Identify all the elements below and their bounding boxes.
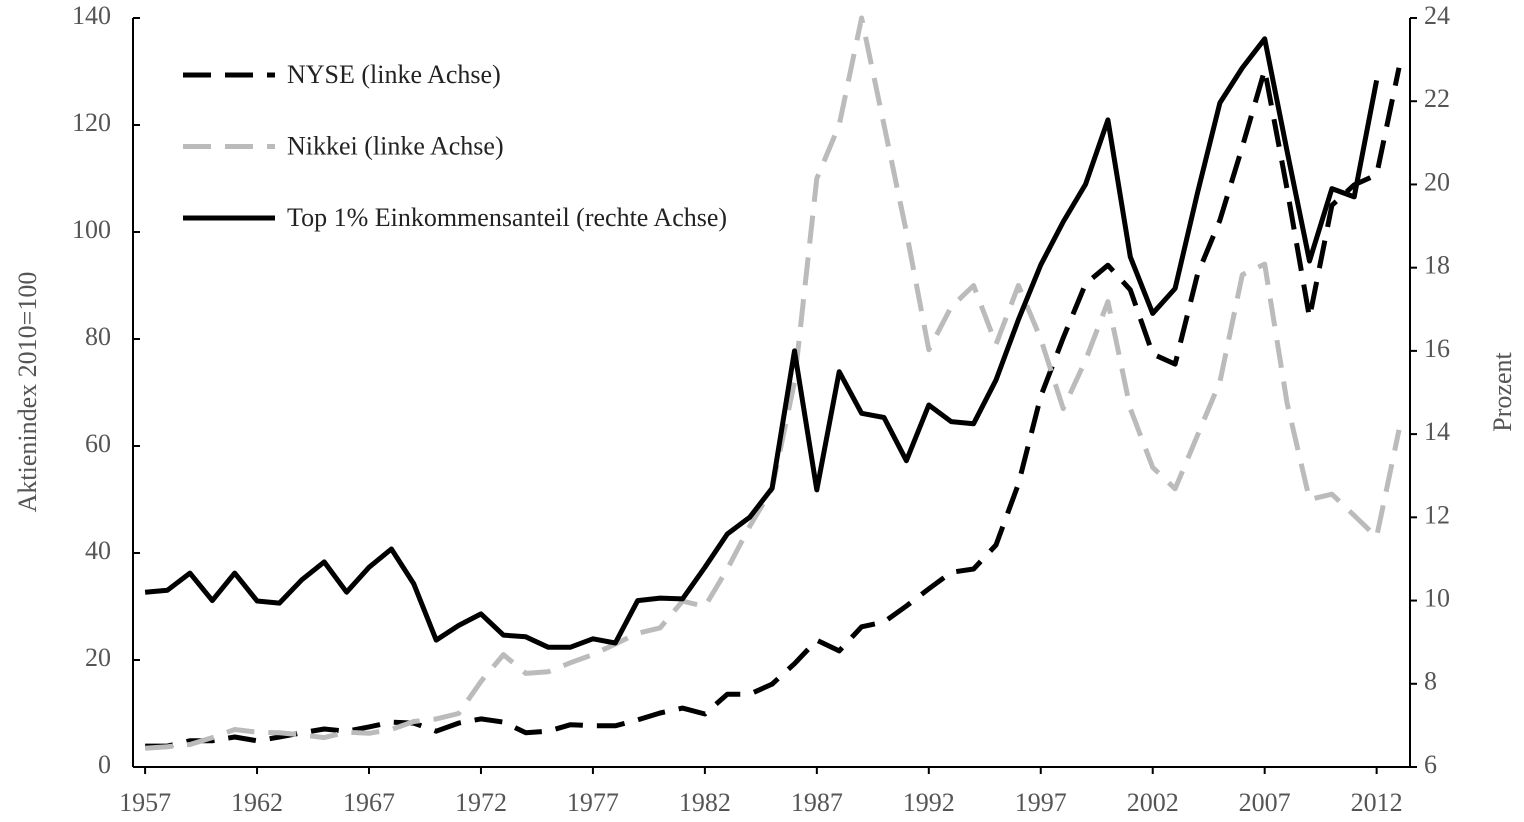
series-line: [144, 36, 1380, 650]
y2-tick-label: 16: [1424, 334, 1450, 363]
y2-tick-label: 12: [1424, 500, 1450, 529]
y-tick-label: 0: [98, 750, 111, 779]
x-tick-label: 1992: [903, 788, 955, 817]
x-tick-label: 1977: [567, 788, 619, 817]
x-tick-label: 2007: [1239, 788, 1291, 817]
x-tick-label: 2002: [1127, 788, 1179, 817]
y-axis-label: Aktienindex 2010=100: [13, 272, 42, 513]
y2-tick-label: 10: [1424, 584, 1450, 613]
y2-tick-label: 20: [1424, 167, 1450, 196]
y-tick-label: 20: [85, 643, 111, 672]
y-tick-label: 80: [85, 322, 111, 351]
y-tick-label: 40: [85, 536, 111, 565]
y-tick-label: 140: [72, 1, 111, 30]
x-tick-label: 1957: [119, 788, 171, 817]
x-tick-label: 2012: [1351, 788, 1403, 817]
legend-label: Top 1% Einkommensanteil (rechte Achse): [287, 203, 727, 232]
legend-label: NYSE (linke Achse): [287, 60, 501, 89]
x-tick-label: 1962: [231, 788, 283, 817]
y2-tick-label: 14: [1424, 417, 1450, 446]
y-tick-label: 60: [85, 429, 111, 458]
y2-tick-label: 6: [1424, 750, 1437, 779]
y2-tick-label: 8: [1424, 667, 1437, 696]
x-tick-label: 1982: [679, 788, 731, 817]
x-tick-label: 1967: [343, 788, 395, 817]
legend-label: Nikkei (linke Achse): [287, 131, 504, 160]
series-line: [144, 15, 1402, 751]
x-tick-label: 1997: [1015, 788, 1067, 817]
series-line: [145, 67, 1402, 749]
y2-tick-label: 22: [1424, 84, 1450, 113]
y-tick-label: 100: [72, 215, 111, 244]
x-tick-label: 1987: [791, 788, 843, 817]
y2-tick-label: 24: [1424, 1, 1450, 30]
y2-tick-label: 18: [1424, 251, 1450, 280]
x-tick-label: 1972: [455, 788, 507, 817]
y-tick-label: 120: [72, 108, 111, 137]
y2-axis-label: Prozent: [1488, 352, 1517, 432]
